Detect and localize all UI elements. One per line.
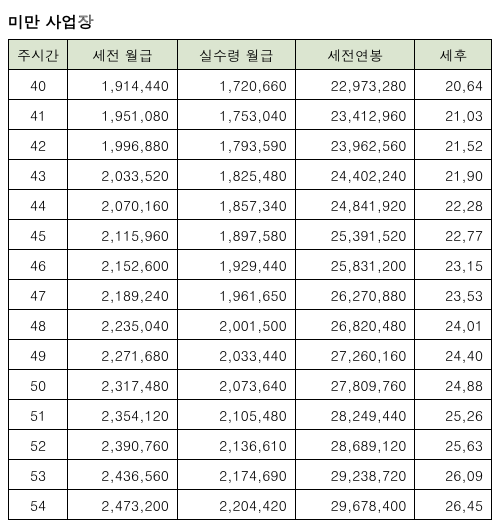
table-cell: 2,136,610	[177, 430, 295, 460]
table-cell: 21,52	[415, 130, 492, 160]
table-cell: 41	[9, 100, 68, 130]
table-cell: 1,914,440	[68, 70, 178, 100]
table-row: 401,914,4401,720,66022,973,28020,64	[9, 70, 492, 100]
table-cell: 27,260,160	[295, 340, 415, 370]
table-cell: 25,391,520	[295, 220, 415, 250]
table-cell: 24,40	[415, 340, 492, 370]
table-cell: 2,001,500	[177, 310, 295, 340]
table-cell: 52	[9, 430, 68, 460]
table-cell: 22,77	[415, 220, 492, 250]
col-header: 세전연봉	[295, 40, 415, 70]
table-cell: 23,53	[415, 280, 492, 310]
table-row: 432,033,5201,825,48024,402,24021,90	[9, 160, 492, 190]
col-header: 세전 월급	[68, 40, 178, 70]
table-cell: 20,64	[415, 70, 492, 100]
table-cell: 1,996,880	[68, 130, 178, 160]
table-cell: 1,793,590	[177, 130, 295, 160]
table-row: 411,951,0801,753,04023,412,96021,03	[9, 100, 492, 130]
table-cell: 27,809,760	[295, 370, 415, 400]
table-cell: 2,235,040	[68, 310, 178, 340]
table-cell: 23,962,560	[295, 130, 415, 160]
table-cell: 2,317,480	[68, 370, 178, 400]
table-cell: 21,90	[415, 160, 492, 190]
salary-table: 주시간세전 월급실수령 월급세전연봉세후 401,914,4401,720,66…	[8, 39, 492, 520]
table-cell: 29,678,400	[295, 490, 415, 520]
table-cell: 2,073,640	[177, 370, 295, 400]
table-cell: 24,402,240	[295, 160, 415, 190]
col-header: 주시간	[9, 40, 68, 70]
table-cell: 1,897,580	[177, 220, 295, 250]
table-cell: 25,26	[415, 400, 492, 430]
table-cell: 2,390,760	[68, 430, 178, 460]
table-cell: 2,354,120	[68, 400, 178, 430]
col-header: 세후	[415, 40, 492, 70]
table-cell: 1,720,660	[177, 70, 295, 100]
table-cell: 28,689,120	[295, 430, 415, 460]
table-row: 421,996,8801,793,59023,962,56021,52	[9, 130, 492, 160]
table-cell: 23,412,960	[295, 100, 415, 130]
table-row: 522,390,7602,136,61028,689,12025,63	[9, 430, 492, 460]
table-cell: 42	[9, 130, 68, 160]
table-row: 512,354,1202,105,48028,249,44025,26	[9, 400, 492, 430]
table-cell: 25,831,200	[295, 250, 415, 280]
table-cell: 24,841,920	[295, 190, 415, 220]
page-title: 미만 사업장	[8, 10, 492, 33]
table-cell: 26,820,480	[295, 310, 415, 340]
table-cell: 24,01	[415, 310, 492, 340]
table-cell: 1,951,080	[68, 100, 178, 130]
table-row: 462,152,6001,929,44025,831,20023,15	[9, 250, 492, 280]
table-cell: 2,033,440	[177, 340, 295, 370]
table-cell: 2,152,600	[68, 250, 178, 280]
table-cell: 45	[9, 220, 68, 250]
table-cell: 24,88	[415, 370, 492, 400]
table-cell: 2,105,480	[177, 400, 295, 430]
table-cell: 48	[9, 310, 68, 340]
table-cell: 22,973,280	[295, 70, 415, 100]
col-header: 실수령 월급	[177, 40, 295, 70]
table-cell: 40	[9, 70, 68, 100]
table-cell: 26,09	[415, 460, 492, 490]
table-cell: 2,174,690	[177, 460, 295, 490]
table-cell: 2,115,960	[68, 220, 178, 250]
table-row: 502,317,4802,073,64027,809,76024,88	[9, 370, 492, 400]
table-cell: 54	[9, 490, 68, 520]
table-cell: 29,238,720	[295, 460, 415, 490]
table-cell: 1,961,650	[177, 280, 295, 310]
table-cell: 1,825,480	[177, 160, 295, 190]
table-cell: 22,28	[415, 190, 492, 220]
table-cell: 51	[9, 400, 68, 430]
table-row: 472,189,2401,961,65026,270,88023,53	[9, 280, 492, 310]
table-row: 442,070,1601,857,34024,841,92022,28	[9, 190, 492, 220]
table-cell: 25,63	[415, 430, 492, 460]
table-cell: 21,03	[415, 100, 492, 130]
table-cell: 50	[9, 370, 68, 400]
table-cell: 44	[9, 190, 68, 220]
table-cell: 2,204,420	[177, 490, 295, 520]
table-cell: 2,033,520	[68, 160, 178, 190]
table-row: 542,473,2002,204,42029,678,40026,45	[9, 490, 492, 520]
table-cell: 1,929,440	[177, 250, 295, 280]
table-cell: 43	[9, 160, 68, 190]
table-cell: 49	[9, 340, 68, 370]
table-cell: 46	[9, 250, 68, 280]
table-header-row: 주시간세전 월급실수령 월급세전연봉세후	[9, 40, 492, 70]
table-cell: 2,271,680	[68, 340, 178, 370]
table-cell: 2,436,560	[68, 460, 178, 490]
table-cell: 2,473,200	[68, 490, 178, 520]
table-row: 532,436,5602,174,69029,238,72026,09	[9, 460, 492, 490]
table-cell: 23,15	[415, 250, 492, 280]
table-cell: 2,070,160	[68, 190, 178, 220]
table-cell: 2,189,240	[68, 280, 178, 310]
table-cell: 26,270,880	[295, 280, 415, 310]
table-row: 452,115,9601,897,58025,391,52022,77	[9, 220, 492, 250]
table-cell: 53	[9, 460, 68, 490]
table-cell: 26,45	[415, 490, 492, 520]
table-cell: 28,249,440	[295, 400, 415, 430]
table-cell: 1,753,040	[177, 100, 295, 130]
table-cell: 47	[9, 280, 68, 310]
table-row: 482,235,0402,001,50026,820,48024,01	[9, 310, 492, 340]
table-row: 492,271,6802,033,44027,260,16024,40	[9, 340, 492, 370]
table-cell: 1,857,340	[177, 190, 295, 220]
